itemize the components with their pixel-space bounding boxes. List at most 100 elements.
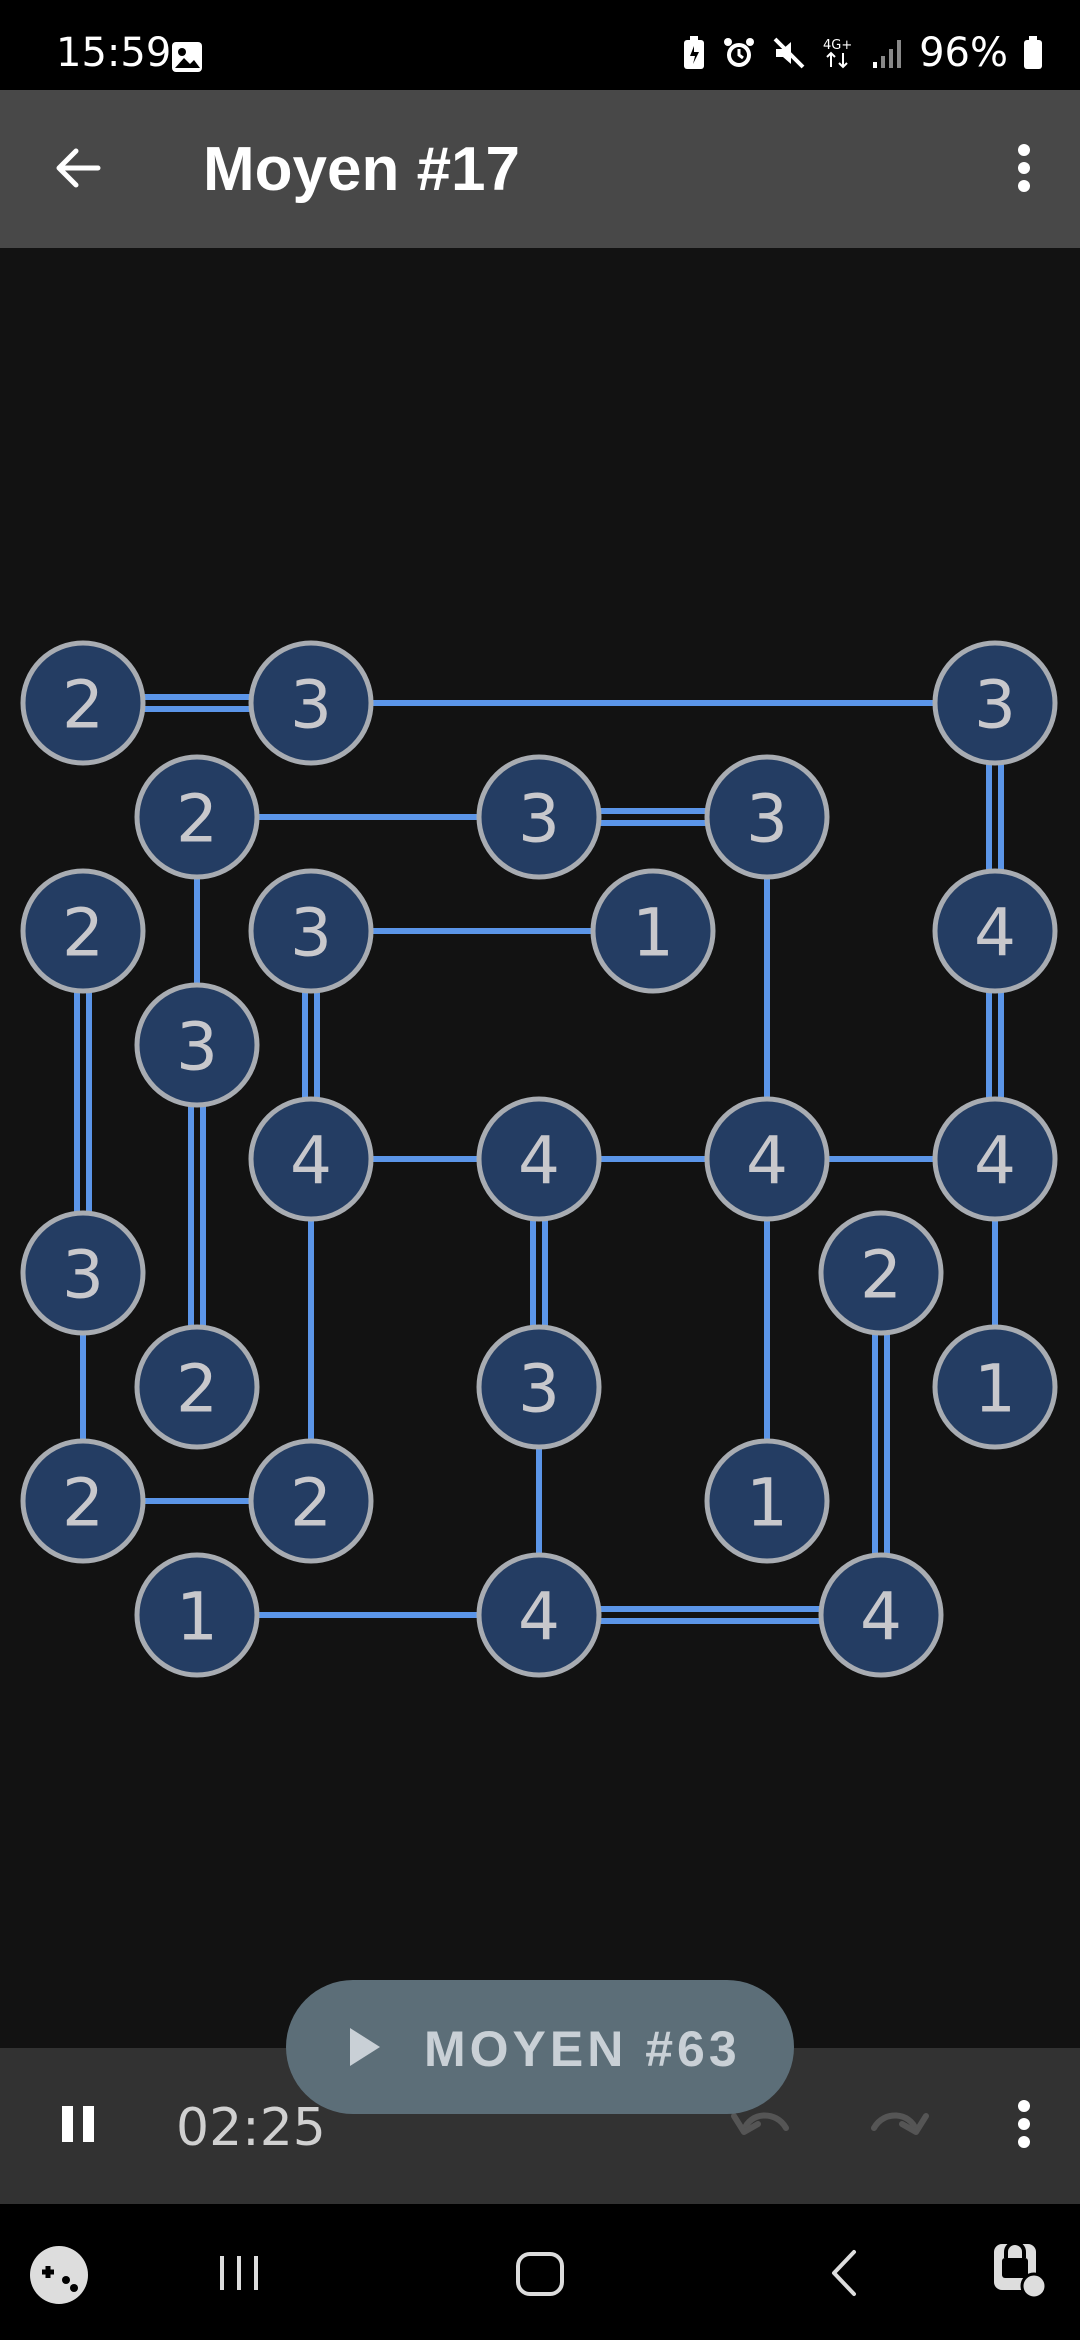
island-circle[interactable]: [248, 868, 374, 994]
island-circle[interactable]: [20, 1210, 146, 1336]
island-value: 4: [290, 1123, 332, 1200]
island-circle[interactable]: [818, 1552, 944, 1678]
island-value: 2: [62, 1465, 104, 1542]
image-icon: [172, 42, 202, 72]
island-value: 4: [974, 895, 1016, 972]
island-value: 3: [290, 895, 332, 972]
island-s[interactable]: 3: [476, 1324, 602, 1450]
island-h[interactable]: 3: [248, 868, 374, 994]
island-value: 2: [62, 895, 104, 972]
island-circle[interactable]: [248, 640, 374, 766]
island-x[interactable]: 1: [134, 1552, 260, 1678]
island-circle[interactable]: [932, 1324, 1058, 1450]
island-value: 3: [974, 667, 1016, 744]
island-c[interactable]: 3: [932, 640, 1058, 766]
island-a[interactable]: 2: [20, 640, 146, 766]
island-circle[interactable]: [476, 1096, 602, 1222]
island-value: 2: [176, 1351, 218, 1428]
island-y[interactable]: 4: [476, 1552, 602, 1678]
island-circle[interactable]: [20, 640, 146, 766]
island-i[interactable]: 1: [590, 868, 716, 994]
bottom-more-vert-icon[interactable]: [996, 2096, 1052, 2152]
back-arrow-icon[interactable]: [48, 138, 108, 198]
island-circle[interactable]: [704, 754, 830, 880]
island-circle[interactable]: [476, 1324, 602, 1450]
island-circle[interactable]: [590, 868, 716, 994]
island-circle[interactable]: [134, 754, 260, 880]
island-value: 3: [518, 1351, 560, 1428]
battery-percent: 96%: [919, 30, 1008, 76]
island-w[interactable]: 1: [704, 1438, 830, 1564]
island-j[interactable]: 4: [932, 868, 1058, 994]
island-circle[interactable]: [932, 1096, 1058, 1222]
game-launcher-icon[interactable]: [28, 2244, 90, 2306]
svg-text:4G+: 4G+: [823, 38, 852, 53]
accessibility-icon[interactable]: [990, 2240, 1050, 2300]
island-circle[interactable]: [704, 1096, 830, 1222]
island-circle[interactable]: [134, 1552, 260, 1678]
play-icon: [350, 2028, 380, 2066]
island-circle[interactable]: [932, 868, 1058, 994]
island-circle[interactable]: [818, 1210, 944, 1336]
home-icon[interactable]: [514, 2248, 566, 2300]
island-o[interactable]: 4: [932, 1096, 1058, 1222]
island-value: 4: [518, 1123, 560, 1200]
island-z[interactable]: 4: [818, 1552, 944, 1678]
island-value: 3: [176, 1009, 218, 1086]
island-circle[interactable]: [20, 868, 146, 994]
island-value: 2: [290, 1465, 332, 1542]
island-circle[interactable]: [134, 982, 260, 1108]
status-bar: 15:59 4G+ 96%: [0, 0, 1080, 90]
island-circle[interactable]: [476, 754, 602, 880]
status-time: 15:59: [56, 30, 172, 76]
island-value: 4: [746, 1123, 788, 1200]
pause-icon[interactable]: [56, 2102, 100, 2146]
redo-icon[interactable]: [866, 2096, 930, 2152]
island-r[interactable]: 2: [134, 1324, 260, 1450]
island-value: 1: [176, 1579, 218, 1656]
island-f[interactable]: 3: [704, 754, 830, 880]
island-b[interactable]: 3: [248, 640, 374, 766]
island-e[interactable]: 3: [476, 754, 602, 880]
island-l[interactable]: 4: [248, 1096, 374, 1222]
island-k[interactable]: 3: [134, 982, 260, 1108]
island-d[interactable]: 2: [134, 754, 260, 880]
island-circle[interactable]: [476, 1552, 602, 1678]
island-g[interactable]: 2: [20, 868, 146, 994]
island-value: 3: [62, 1237, 104, 1314]
island-circle[interactable]: [932, 640, 1058, 766]
navigation-bar: [0, 2204, 1080, 2340]
puzzle-board[interactable]: 2 3 32 3 32 3 1 434 4 4 43 22 3 12 2 11 4 4: [0, 248, 1080, 2048]
island-circle[interactable]: [248, 1438, 374, 1564]
island-value: 1: [632, 895, 674, 972]
island-value: 1: [974, 1351, 1016, 1428]
more-vert-icon[interactable]: [996, 140, 1052, 196]
island-value: 2: [860, 1237, 902, 1314]
island-value: 4: [518, 1579, 560, 1656]
island-m[interactable]: 4: [476, 1096, 602, 1222]
next-puzzle-label: MOYEN #63: [424, 2021, 741, 2077]
island-p[interactable]: 3: [20, 1210, 146, 1336]
mute-icon: [773, 37, 805, 69]
status-right-group: 4G+ 96%: [681, 30, 1044, 76]
island-t[interactable]: 1: [932, 1324, 1058, 1450]
island-value: 3: [290, 667, 332, 744]
island-circle[interactable]: [134, 1324, 260, 1450]
island-value: 1: [746, 1465, 788, 1542]
island-u[interactable]: 2: [20, 1438, 146, 1564]
island-circle[interactable]: [704, 1438, 830, 1564]
undo-icon[interactable]: [730, 2096, 794, 2152]
island-circle[interactable]: [20, 1438, 146, 1564]
island-value: 3: [746, 781, 788, 858]
island-circle[interactable]: [248, 1096, 374, 1222]
island-n[interactable]: 4: [704, 1096, 830, 1222]
island-value: 4: [860, 1579, 902, 1656]
alarm-icon: [724, 38, 755, 67]
recents-icon[interactable]: [214, 2248, 264, 2298]
back-icon[interactable]: [820, 2248, 870, 2298]
next-puzzle-button[interactable]: MOYEN #63: [286, 1980, 794, 2114]
island-v[interactable]: 2: [248, 1438, 374, 1564]
island-q[interactable]: 2: [818, 1210, 944, 1336]
battery-icon: [1024, 36, 1042, 69]
signal-icon: [873, 40, 902, 68]
